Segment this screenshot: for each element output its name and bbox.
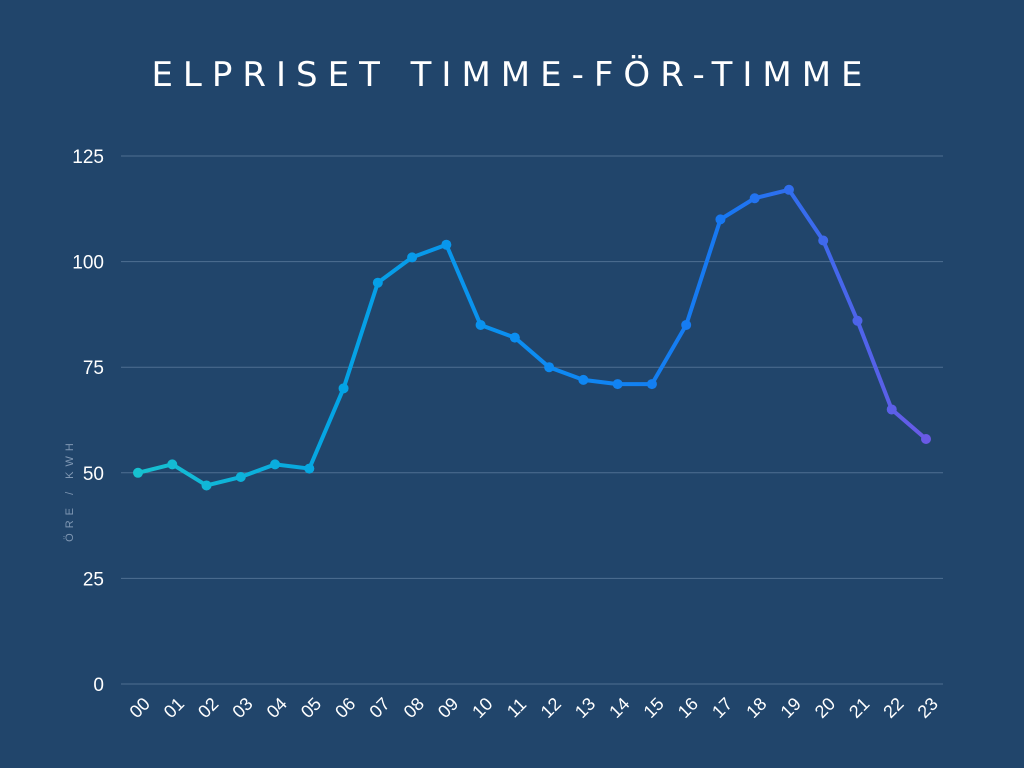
x-tick-label: 22 [879,694,907,722]
x-tick-label: 10 [468,694,496,722]
chart-title: ELPRISET TIMME-FÖR-TIMME [151,54,872,95]
y-tick-label: 50 [83,464,104,485]
y-tick-label: 100 [72,253,104,274]
x-tick-label: 04 [263,694,291,722]
x-tick-label: 17 [708,694,736,722]
x-tick-label: 02 [194,694,222,722]
data-point [407,252,418,263]
data-point [304,463,315,474]
y-tick-label: 0 [93,675,104,696]
x-tick-label: 15 [640,694,668,722]
y-axis-ticks: 0 25 50 75 100 125 [72,147,104,696]
x-tick-label: 19 [777,694,805,722]
data-point [886,404,897,415]
data-point [270,459,281,470]
y-axis-label: ÖRE / KWH [64,438,76,542]
x-tick-label: 11 [503,694,530,721]
y-tick-label: 25 [83,569,104,590]
data-point [852,315,863,326]
data-point [749,193,760,204]
x-tick-label: 05 [297,694,325,722]
x-tick-label: 12 [537,694,565,722]
data-point [578,374,589,385]
x-tick-label: 23 [914,694,942,722]
data-point [133,467,143,478]
data-point [646,379,657,390]
x-tick-label: 06 [331,694,359,722]
series-line-group [136,187,928,488]
data-point [167,459,178,470]
y-tick-label: 75 [83,358,104,379]
x-tick-label: 09 [434,694,462,722]
data-point [475,319,486,330]
data-point [338,383,349,394]
data-point [681,319,692,330]
series-line [136,187,928,488]
gridlines [121,155,943,685]
x-tick-label: 16 [674,694,702,722]
x-axis-ticks: 00 01 02 03 04 05 06 07 08 09 10 11 12 13 14 15 16 17 18 19… [126,694,942,722]
x-tick-label: 08 [400,694,428,722]
x-tick-label: 20 [811,694,839,722]
data-point [509,332,520,343]
data-point [201,480,212,491]
x-tick-label: 21 [845,694,873,722]
x-tick-label: 01 [160,694,188,722]
series-points [133,184,931,491]
x-tick-label: 07 [365,694,393,722]
x-tick-label: 14 [605,694,633,722]
data-point [441,239,452,250]
data-point [818,235,829,246]
data-point [235,472,246,483]
data-point [783,184,794,195]
data-point [612,379,623,390]
data-point [372,277,383,288]
x-tick-label: 13 [571,694,599,722]
x-tick-label: 18 [742,694,770,722]
data-point [544,362,555,373]
x-tick-label: 00 [126,694,154,722]
x-tick-label: 03 [228,694,256,722]
y-tick-label: 125 [72,147,104,168]
data-point [715,214,726,225]
data-point [921,434,931,445]
